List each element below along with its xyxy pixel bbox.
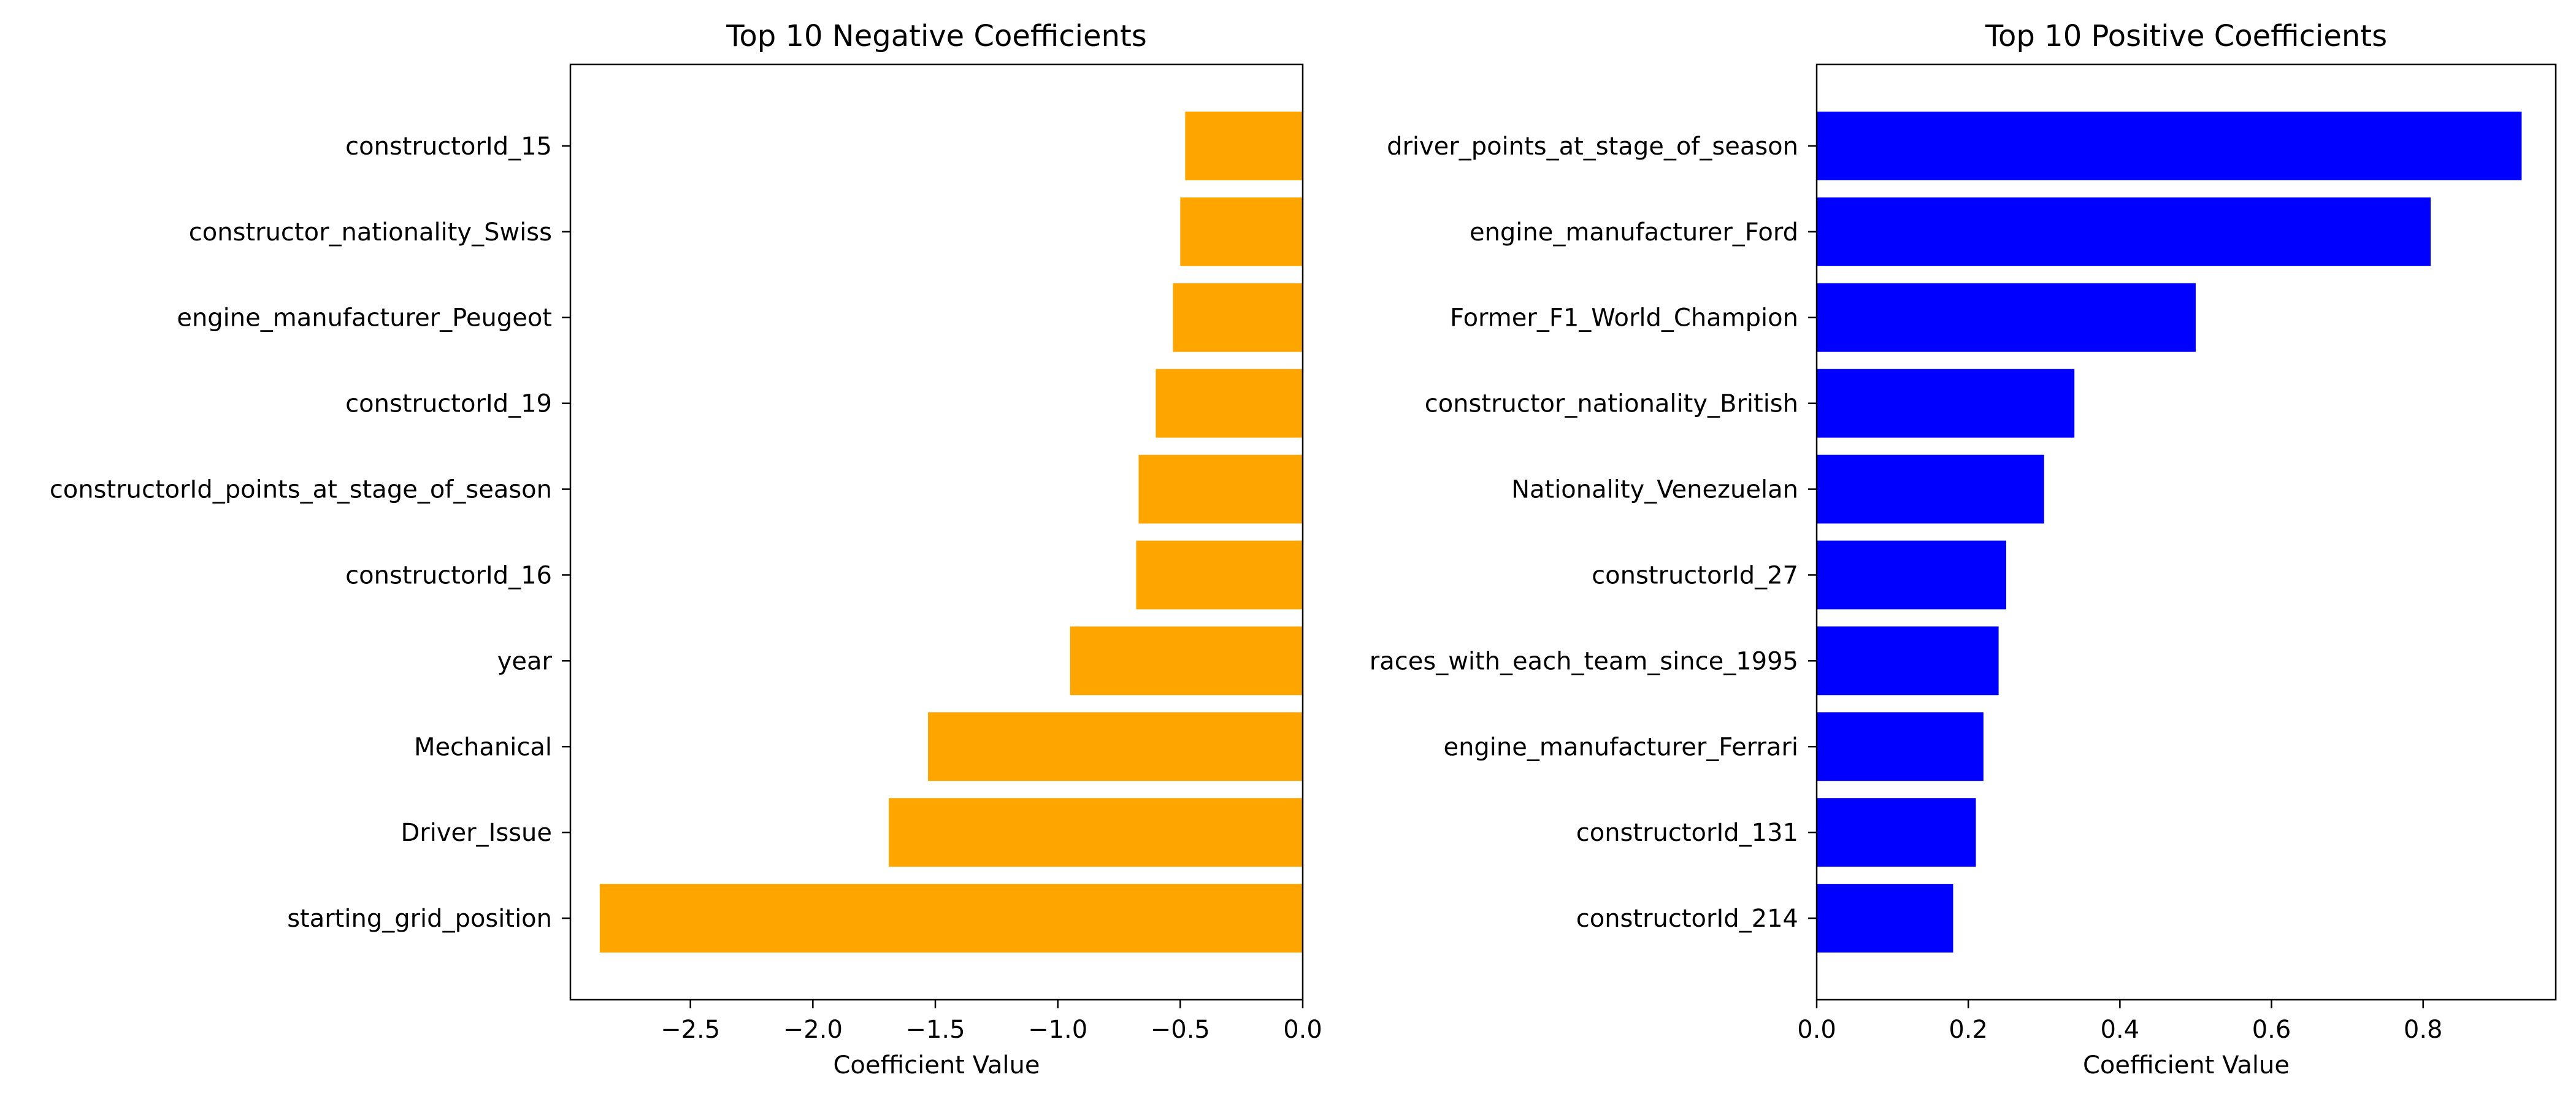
y-tick-label: driver_points_at_stage_of_season xyxy=(1387,132,1798,161)
y-tick-label: Driver_Issue xyxy=(401,819,552,847)
x-tick-label: −2.0 xyxy=(783,1016,843,1044)
y-tick-label: constructorId_16 xyxy=(345,561,552,589)
bar-driver-issue xyxy=(889,798,1303,867)
y-tick-label: constructor_nationality_Swiss xyxy=(189,218,552,247)
bar-engine-manufacturer-ferrari xyxy=(1817,712,1984,781)
x-tick-label: 0.0 xyxy=(1797,1016,1836,1044)
chart-title: Top 10 Positive Coefficients xyxy=(1985,19,2387,53)
bar-starting-grid-position xyxy=(599,884,1303,953)
y-tick-label: year xyxy=(497,647,553,675)
bar-constructor-nationality-british xyxy=(1817,369,2075,438)
bar-constructorid-points-at-stage-of-season xyxy=(1138,454,1303,524)
bar-nationality-venezuelan xyxy=(1817,454,2044,524)
y-tick-label: engine_manufacturer_Ford xyxy=(1470,218,1798,247)
x-tick-label: 0.8 xyxy=(2404,1016,2443,1044)
x-axis-label: Coefficient Value xyxy=(2083,1051,2290,1079)
bar-constructorid-19 xyxy=(1156,369,1303,438)
bar-constructorid-214 xyxy=(1817,884,1953,953)
bar-mechanical xyxy=(928,712,1303,781)
bar-year xyxy=(1070,626,1303,696)
bar-constructor-nationality-swiss xyxy=(1180,197,1303,266)
x-tick-label: 0.4 xyxy=(2101,1016,2140,1044)
bar-races-with-each-team-since-1995 xyxy=(1817,626,1999,696)
bar-engine-manufacturer-ford xyxy=(1817,197,2431,266)
y-tick-label: constructorId_214 xyxy=(1576,905,1798,933)
bar-constructorid-27 xyxy=(1817,540,2006,610)
bar-constructorid-15 xyxy=(1185,111,1303,180)
bar-driver-points-at-stage-of-season xyxy=(1817,111,2522,180)
x-tick-label: 0.2 xyxy=(1949,1016,1988,1044)
y-tick-label: engine_manufacturer_Peugeot xyxy=(177,304,552,332)
x-tick-label: 0.6 xyxy=(2252,1016,2291,1044)
x-axis-label: Coefficient Value xyxy=(834,1051,1040,1079)
y-tick-label: starting_grid_position xyxy=(287,905,552,933)
y-tick-label: constructorId_27 xyxy=(1592,561,1798,589)
positive-coefficients-panel: Top 10 Positive Coefficients driver_point… xyxy=(1370,19,2557,1079)
x-tick-label: −1.0 xyxy=(1028,1016,1087,1044)
y-tick-label: constructorId_15 xyxy=(345,132,552,161)
y-tick-label: constructorId_19 xyxy=(345,390,552,418)
y-tick-label: engine_manufacturer_Ferrari xyxy=(1443,733,1798,761)
y-tick-label: Mechanical xyxy=(414,733,552,761)
y-tick-label: constructorId_131 xyxy=(1576,819,1798,847)
y-tick-label: races_with_each_team_since_1995 xyxy=(1370,647,1798,675)
axes-frame xyxy=(569,63,1304,1001)
negative-coefficients-panel: Top 10 Negative Coefficients constructorI… xyxy=(50,19,1322,1079)
y-tick-label: constructorId_points_at_stage_of_season xyxy=(50,476,552,504)
bar-constructorid-16 xyxy=(1136,540,1303,610)
axes-frame xyxy=(1815,63,2557,1001)
x-tick-label: −0.5 xyxy=(1151,1016,1210,1044)
x-tick-label: −2.5 xyxy=(661,1016,720,1044)
x-tick-label: 0.0 xyxy=(1283,1016,1322,1044)
y-tick-label: Former_F1_World_Champion xyxy=(1450,304,1798,332)
bar-constructorid-131 xyxy=(1817,798,1976,867)
bar-former-f1-world-champion xyxy=(1817,283,2196,352)
x-tick-label: −1.5 xyxy=(905,1016,965,1044)
chart-title: Top 10 Negative Coefficients xyxy=(726,19,1147,53)
y-tick-label: Nationality_Venezuelan xyxy=(1511,476,1798,504)
bar-engine-manufacturer-peugeot xyxy=(1173,283,1303,352)
y-tick-label: constructor_nationality_British xyxy=(1425,390,1798,418)
